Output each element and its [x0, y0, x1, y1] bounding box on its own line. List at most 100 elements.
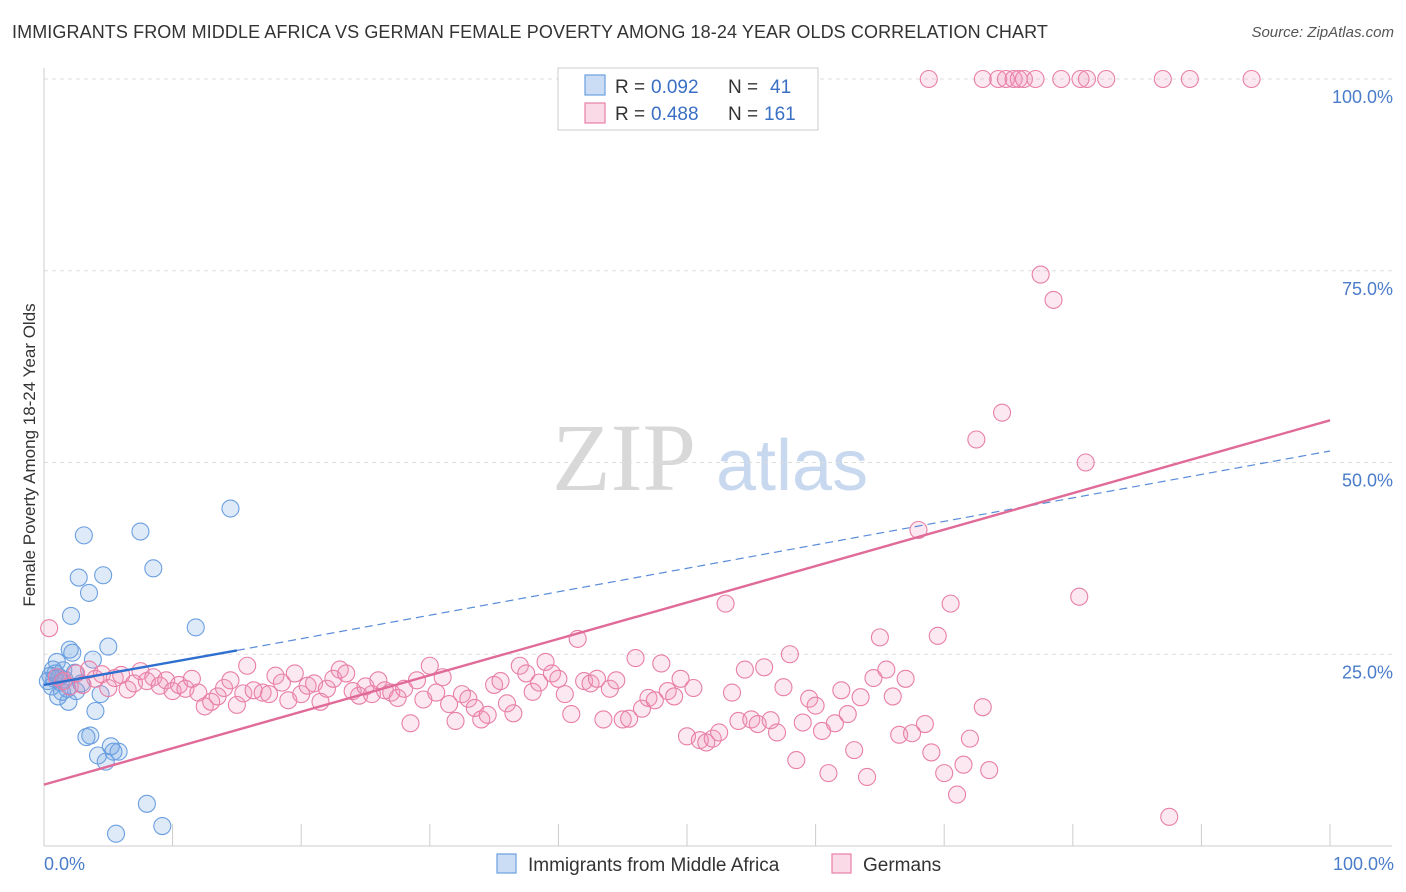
point-pink-106: [722, 683, 742, 702]
point-pink-54: [388, 688, 407, 708]
point-blue-36: [106, 824, 126, 843]
point-blue-41: [186, 618, 205, 637]
legend-swatch-pink: [584, 102, 606, 124]
point-pink-134: [902, 724, 922, 743]
point-pink-31: [238, 656, 257, 675]
point-pink-125: [845, 741, 864, 760]
point-pink-118: [800, 689, 819, 708]
point-pink-108: [735, 660, 754, 679]
point-pink-72: [504, 704, 523, 723]
point-pink-138: [928, 626, 947, 645]
point-pink-0: [40, 619, 59, 638]
point-blue-16: [61, 606, 81, 625]
point-pink-157: [1004, 69, 1023, 89]
point-blue-42: [221, 499, 240, 518]
point-pink-94: [645, 691, 664, 710]
legend-n-label-2: N =: [728, 104, 758, 125]
point-pink-111: [755, 658, 774, 677]
point-pink-167: [1242, 69, 1261, 89]
bottom-legend-label-pink: Germans: [863, 855, 941, 876]
point-pink-62: [440, 695, 459, 714]
point-pink-29: [227, 695, 246, 714]
point-pink-68: [478, 705, 497, 724]
x-tick-min: 0.0%: [44, 854, 85, 874]
legend-n-label-1: N =: [728, 77, 758, 98]
point-pink-128: [864, 668, 883, 688]
point-pink-144: [967, 430, 986, 449]
point-pink-81: [562, 705, 581, 724]
point-pink-30: [234, 684, 253, 703]
point-pink-139: [935, 764, 954, 783]
point-pink-76: [530, 673, 549, 692]
point-pink-91: [626, 649, 645, 668]
point-pink-164: [1097, 69, 1116, 89]
watermark-zip: ZIP: [552, 404, 696, 511]
point-blue-32: [99, 637, 118, 656]
point-pink-129: [870, 628, 889, 647]
point-blue-17: [63, 643, 82, 662]
source-label: Source: ZipAtlas.com: [1251, 24, 1394, 41]
point-pink-70: [491, 672, 510, 691]
point-pink-141: [948, 785, 967, 804]
y-tick-label-2: 50.0%: [1342, 471, 1393, 491]
point-pink-95: [652, 654, 671, 673]
y-tick-label-0: 100.0%: [1332, 87, 1393, 107]
watermark-atlas: atlas: [716, 426, 868, 506]
point-pink-155: [989, 69, 1008, 89]
legend-r-value-2: 0.488: [651, 104, 699, 125]
point-pink-116: [787, 751, 806, 770]
point-pink-85: [587, 669, 607, 688]
point-pink-146: [980, 761, 999, 780]
point-pink-71: [497, 694, 517, 713]
legend-frame: [557, 67, 819, 131]
point-blue-40: [153, 817, 172, 836]
point-pink-162: [1071, 69, 1090, 89]
point-pink-56: [401, 714, 420, 733]
legend-r-value-1: 0.092: [651, 77, 699, 98]
point-blue-37: [131, 522, 150, 541]
point-pink-27: [214, 678, 234, 698]
point-pink-36: [272, 673, 291, 692]
legend-box: R = 0.092 N = 41 R = 0.488 N = 161: [557, 67, 819, 131]
point-pink-86: [594, 710, 613, 729]
point-blue-15: [60, 640, 79, 659]
point-pink-33: [253, 683, 272, 702]
point-pink-156: [996, 69, 1015, 89]
x-tick-max: 100.0%: [1333, 854, 1394, 874]
point-pink-115: [780, 645, 799, 664]
bottom-legend-swatch-pink: [831, 853, 852, 874]
point-blue-26: [83, 650, 102, 669]
point-pink-114: [774, 678, 793, 697]
trend-solid-blue: [43, 649, 238, 687]
point-pink-109: [742, 710, 761, 729]
point-pink-88: [607, 671, 626, 690]
point-pink-9: [99, 678, 118, 698]
point-pink-149: [1044, 290, 1063, 309]
point-pink-133: [896, 669, 915, 688]
point-pink-151: [1076, 453, 1095, 472]
bottom-legend-swatch-blue: [496, 853, 517, 874]
point-pink-34: [259, 685, 279, 704]
point-pink-77: [536, 652, 555, 671]
point-pink-64: [452, 685, 472, 704]
point-pink-79: [549, 669, 568, 688]
point-blue-39: [144, 559, 163, 578]
point-pink-130: [877, 660, 896, 679]
point-pink-153: [919, 69, 938, 89]
point-blue-22: [74, 526, 93, 545]
point-pink-89: [613, 710, 632, 729]
point-blue-35: [109, 742, 128, 761]
point-pink-100: [684, 678, 703, 698]
point-pink-163: [1077, 69, 1096, 89]
point-pink-28: [221, 671, 240, 690]
point-pink-92: [632, 699, 652, 718]
point-pink-117: [793, 713, 812, 732]
bottom-legend: Immigrants from Middle Africa Germans: [496, 853, 941, 876]
watermark: ZIP atlas: [552, 404, 868, 511]
point-pink-119: [806, 696, 825, 715]
point-pink-67: [472, 710, 491, 729]
point-pink-145: [973, 698, 992, 717]
point-pink-150: [1070, 587, 1089, 606]
chart-title: IMMIGRANTS FROM MIDDLE AFRICA VS GERMAN …: [12, 22, 1048, 42]
